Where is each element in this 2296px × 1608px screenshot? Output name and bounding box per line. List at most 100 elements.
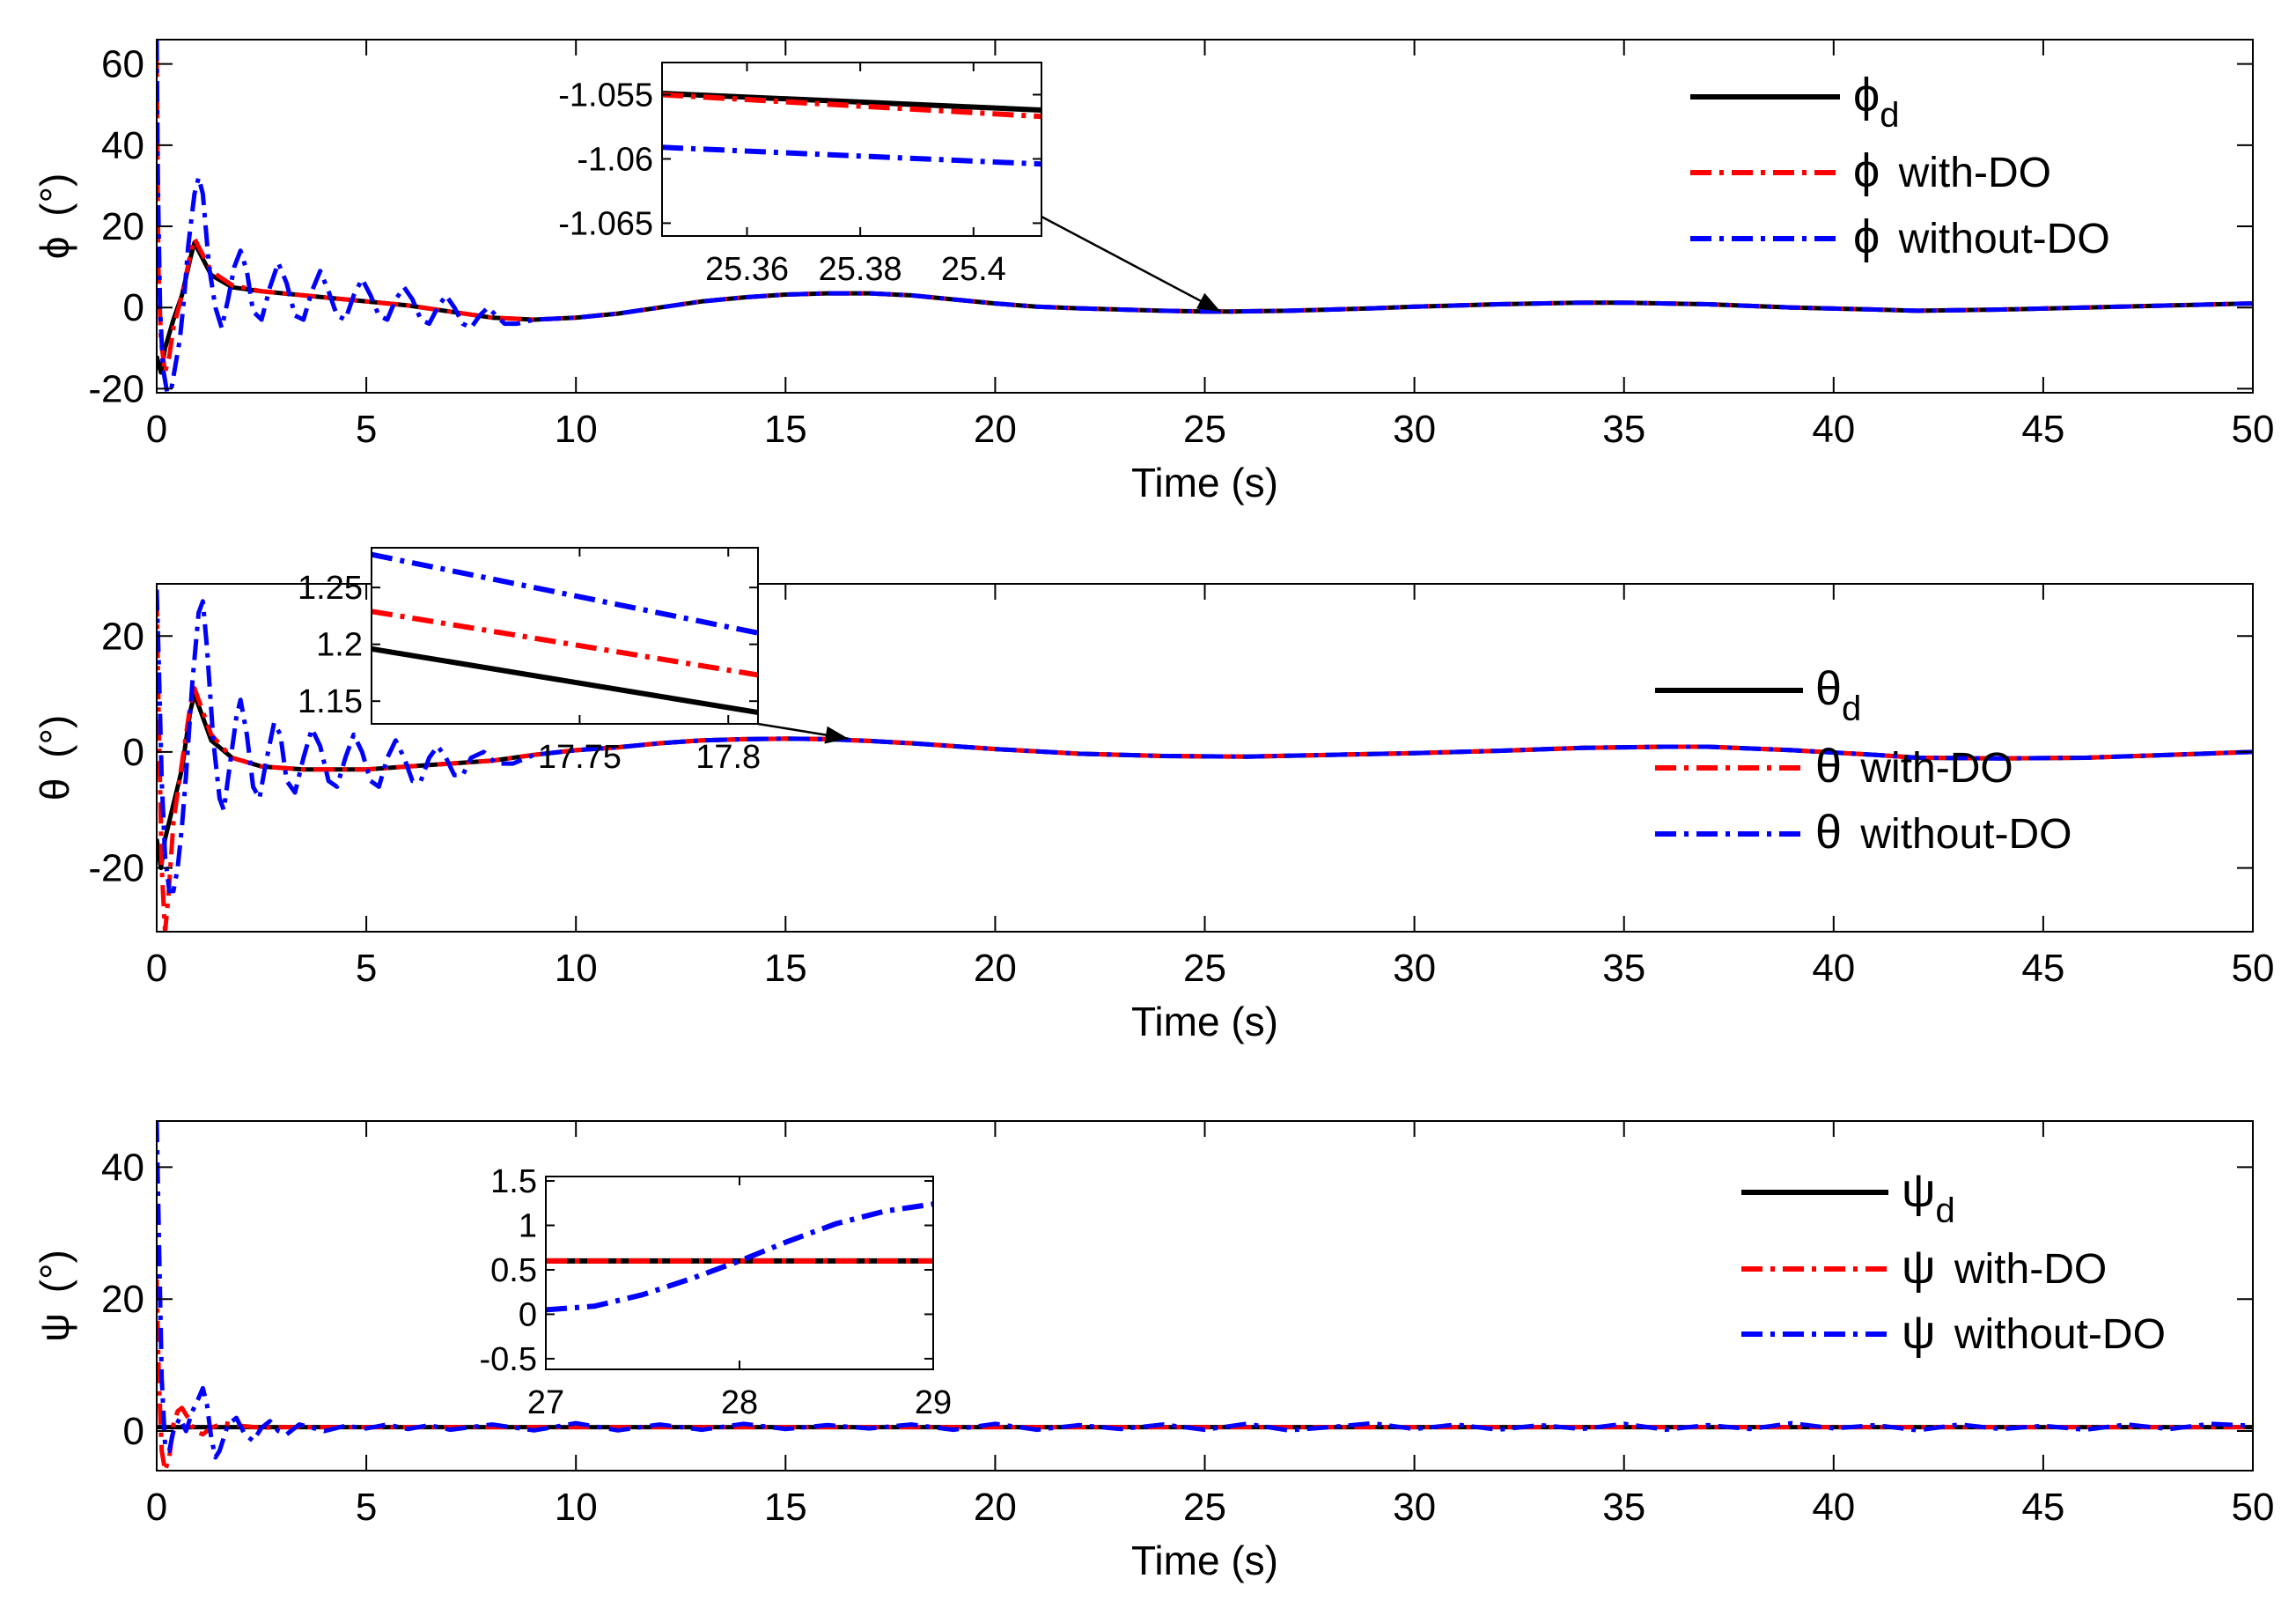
x-tick-label: 20 <box>974 408 1017 451</box>
legend-label: ϕd <box>1853 69 1900 135</box>
y-tick-label: 20 <box>101 1278 144 1321</box>
series-line-without-DO <box>157 40 2253 393</box>
inset-x-tick-label: 17.8 <box>695 739 761 776</box>
y-tick-label: 20 <box>101 615 144 658</box>
inset-y-tick-label: -1.065 <box>558 205 653 242</box>
inset-series-line-with-DO <box>372 609 758 678</box>
x-tick-label: 40 <box>1812 1486 1855 1529</box>
inset-x-tick-label: 17.75 <box>538 739 622 776</box>
inset-x-tick-label: 27 <box>527 1384 564 1421</box>
x-tick-label: 10 <box>555 408 598 451</box>
legend-text: with-DO <box>1859 745 2013 792</box>
y-tick-label: -20 <box>88 847 144 890</box>
legend-label: θd <box>1815 662 1861 728</box>
inset-y-tick-label: 1.5 <box>490 1163 537 1200</box>
legend-spacer <box>1849 745 1860 792</box>
series-line-with-DO <box>157 55 2253 375</box>
y-axis-symbol: ϕ <box>32 237 77 260</box>
inset-background <box>372 548 758 724</box>
x-tick-label: 35 <box>1602 1486 1645 1529</box>
inset: 25.36 25.38 25.4 -1.055 -1.06 -1.065 <box>558 62 1042 288</box>
legend-spacer <box>1887 150 1898 196</box>
legend-label: ϕ without-DO <box>1853 210 2110 263</box>
legend-text: with-DO <box>1898 150 2051 196</box>
legend-label: θ without-DO <box>1815 806 2072 859</box>
x-tick-label: 30 <box>1393 947 1436 990</box>
series-line-with-DO <box>157 1279 2253 1471</box>
inset-x-tick-label: 25.36 <box>705 251 789 288</box>
inset-y-tick-label: 1 <box>519 1208 537 1245</box>
x-axis-label: Time (s) <box>1131 1538 1278 1583</box>
x-tick-label: 15 <box>764 947 807 990</box>
legend-symbol: ψ <box>1902 1306 1936 1359</box>
y-tick-label: 60 <box>101 43 144 86</box>
y-tick-label: 0 <box>123 286 144 329</box>
legend-symbol: ϕ <box>1853 210 1880 263</box>
legend-symbol: ψ <box>1902 1164 1936 1217</box>
y-axis-label: θ (°) <box>32 715 77 800</box>
x-axis-label: Time (s) <box>1131 999 1278 1044</box>
series-group <box>157 1121 2253 1471</box>
zoom-arrow-head <box>1196 292 1221 312</box>
inset-x-tick-label: 25.38 <box>819 251 902 288</box>
legend-symbol: θ <box>1815 740 1842 793</box>
inset-series-group <box>372 551 758 716</box>
legend-symbol: ϕ <box>1853 69 1880 122</box>
x-tick-label: 50 <box>2232 408 2275 451</box>
y-tick-label: 20 <box>101 205 144 248</box>
y-axis-label: ψ (°) <box>32 1250 77 1342</box>
legend-spacer <box>1943 1311 1954 1358</box>
x-tick-label: 50 <box>2232 1486 2275 1529</box>
inset-background <box>546 1176 933 1369</box>
inset-y-tick-label: 0.5 <box>490 1252 537 1289</box>
inset-y-tick-label: -1.06 <box>577 141 653 178</box>
legend-label: ψd <box>1902 1164 1955 1230</box>
series-group <box>157 589 2253 932</box>
inset-y-tick-label: 1.2 <box>316 627 363 664</box>
legend-spacer <box>1849 811 1860 858</box>
x-axis-label: Time (s) <box>1131 460 1278 505</box>
legend-label: ϕ with-DO <box>1853 144 2051 197</box>
y-tick-label: 40 <box>101 124 144 167</box>
x-tick-label: 25 <box>1183 1486 1226 1529</box>
x-tick-label: 0 <box>146 408 167 451</box>
inset-x-tick-label: 25.4 <box>941 251 1006 288</box>
legend-symbol: ψ <box>1902 1241 1936 1294</box>
x-tick-label: 30 <box>1393 1486 1436 1529</box>
x-tick-label: 5 <box>356 947 377 990</box>
x-tick-label: 20 <box>974 947 1017 990</box>
zoom-arrow-head <box>824 726 849 744</box>
axes-box <box>156 1120 2254 1472</box>
y-tick-label: 0 <box>123 731 144 774</box>
x-tick-label: 45 <box>2021 408 2064 451</box>
inset-series-line-without-DO <box>372 551 758 636</box>
legend-label: ψ without-DO <box>1902 1306 2166 1359</box>
inset-series-group <box>662 91 1041 167</box>
legend-text: without-DO <box>1898 216 2110 262</box>
legend-symbol: ϕ <box>1853 144 1880 197</box>
x-tick-label: 25 <box>1183 408 1226 451</box>
x-tick-label: 25 <box>1183 947 1226 990</box>
inset-x-tick-label: 28 <box>721 1384 758 1421</box>
y-axis-spacer <box>32 1293 77 1304</box>
y-tick-label: 0 <box>123 1410 144 1453</box>
y-axis-symbol: ψ <box>32 1313 77 1342</box>
inset-x-tick-label: 29 <box>915 1384 952 1421</box>
legend-label: ψ with-DO <box>1902 1241 2107 1294</box>
legend-subscript: d <box>1936 1191 1955 1230</box>
legend-text: without-DO <box>1859 811 2072 858</box>
y-tick-label: -20 <box>88 367 144 410</box>
inset-box <box>661 62 1042 237</box>
legend-text: without-DO <box>1954 1311 2166 1358</box>
inset: 27 28 29 1.5 1 0.5 0 -0.5 <box>480 1163 953 1421</box>
y-axis-unit: (°) <box>32 173 77 217</box>
x-tick-label: 5 <box>356 408 377 451</box>
x-tick-label: 5 <box>356 1486 377 1529</box>
x-tick-label: 30 <box>1393 408 1436 451</box>
series-line-without-DO <box>157 1121 2253 1460</box>
inset-y-tick-label: 1.25 <box>298 570 363 607</box>
